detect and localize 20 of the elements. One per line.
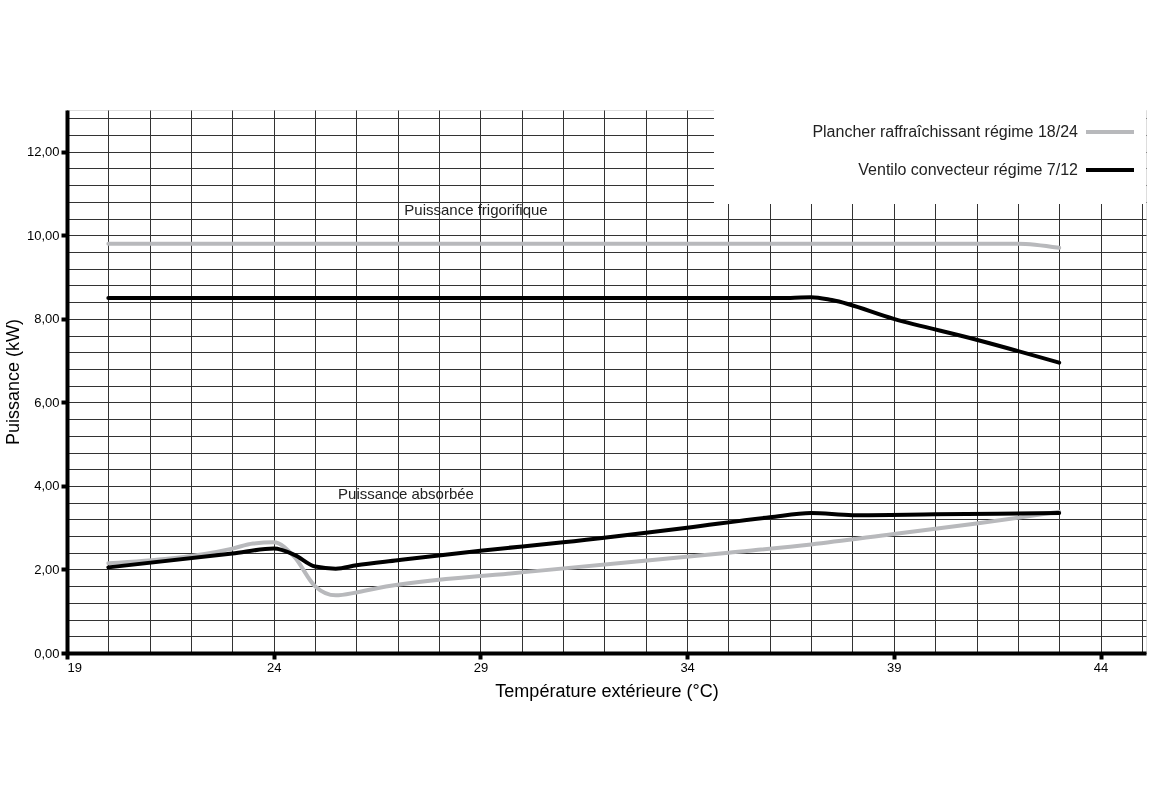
legend-label: Plancher raffraîchissant régime 18/24 xyxy=(812,123,1079,140)
x-tick-label: 44 xyxy=(1093,659,1109,675)
y-tick-label: 6,00 xyxy=(34,394,60,410)
x-axis-title: Température extérieure (°C) xyxy=(495,680,719,701)
x-tick-label: 29 xyxy=(473,659,489,675)
x-tick-label: 24 xyxy=(266,659,282,675)
y-tick-label: 12,00 xyxy=(26,144,60,160)
line-series xyxy=(106,295,1062,365)
y-tick-label: 8,00 xyxy=(34,311,60,327)
line-series xyxy=(106,511,1062,571)
line-series xyxy=(106,509,1062,598)
x-tick-label: 19 xyxy=(67,659,82,675)
legend-label: Ventilo convecteur régime 7/12 xyxy=(858,161,1079,178)
x-tick-label: 34 xyxy=(680,659,695,675)
y-tick-label: 4,00 xyxy=(34,478,60,494)
y-axis-title: Puissance (kW) xyxy=(2,318,23,446)
x-tick-label: 39 xyxy=(887,659,902,675)
y-tick-label: 10,00 xyxy=(26,227,60,243)
y-tick-label: 0,00 xyxy=(34,645,60,661)
y-tick-label: 2,00 xyxy=(34,561,60,577)
